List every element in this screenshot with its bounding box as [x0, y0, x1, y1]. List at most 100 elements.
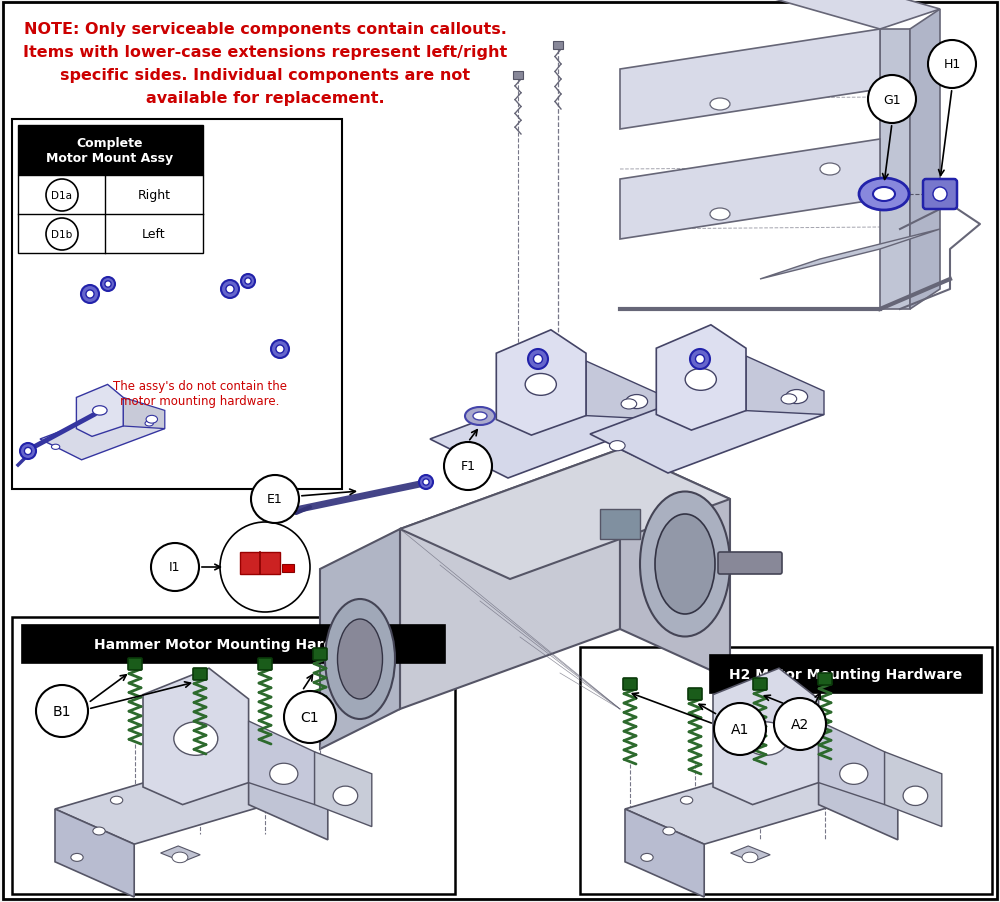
Circle shape: [226, 286, 234, 294]
Text: D1b: D1b: [51, 230, 73, 240]
FancyBboxPatch shape: [818, 673, 832, 686]
Ellipse shape: [145, 421, 153, 427]
Ellipse shape: [781, 394, 797, 404]
Circle shape: [690, 350, 710, 370]
Ellipse shape: [820, 164, 840, 176]
Text: Right: Right: [138, 189, 170, 202]
FancyBboxPatch shape: [513, 72, 523, 80]
Polygon shape: [746, 356, 824, 415]
Ellipse shape: [655, 514, 715, 614]
Ellipse shape: [626, 395, 648, 410]
Ellipse shape: [450, 446, 465, 456]
FancyBboxPatch shape: [923, 179, 957, 210]
Ellipse shape: [786, 390, 808, 404]
Circle shape: [271, 341, 289, 359]
Circle shape: [528, 350, 548, 370]
FancyBboxPatch shape: [282, 565, 294, 573]
Ellipse shape: [146, 416, 158, 424]
Circle shape: [241, 275, 255, 289]
Ellipse shape: [710, 99, 730, 111]
Circle shape: [933, 188, 947, 202]
Ellipse shape: [903, 787, 928, 805]
FancyBboxPatch shape: [753, 678, 767, 690]
Ellipse shape: [172, 852, 188, 862]
Polygon shape: [320, 529, 400, 750]
Polygon shape: [123, 398, 165, 429]
FancyBboxPatch shape: [128, 658, 142, 670]
Ellipse shape: [325, 599, 395, 719]
FancyBboxPatch shape: [18, 176, 203, 253]
Polygon shape: [40, 409, 165, 460]
Ellipse shape: [641, 853, 653, 861]
Circle shape: [101, 278, 115, 291]
FancyBboxPatch shape: [710, 655, 982, 694]
FancyBboxPatch shape: [600, 510, 640, 539]
Polygon shape: [910, 10, 940, 309]
Ellipse shape: [338, 620, 382, 699]
Polygon shape: [620, 30, 880, 130]
Ellipse shape: [680, 796, 693, 805]
FancyBboxPatch shape: [12, 120, 342, 490]
Ellipse shape: [465, 408, 495, 426]
Ellipse shape: [663, 827, 675, 835]
Polygon shape: [819, 722, 885, 805]
Circle shape: [245, 279, 251, 285]
Text: E1: E1: [267, 493, 283, 506]
Text: B1: B1: [53, 704, 71, 718]
Text: NOTE: Only serviceable components contain callouts.: NOTE: Only serviceable components contai…: [24, 22, 506, 37]
FancyBboxPatch shape: [553, 42, 563, 50]
FancyBboxPatch shape: [880, 30, 910, 309]
Polygon shape: [590, 376, 824, 474]
Polygon shape: [819, 752, 898, 840]
Text: specific sides. Individual components are not: specific sides. Individual components ar…: [60, 68, 470, 83]
FancyBboxPatch shape: [718, 552, 782, 575]
Circle shape: [105, 281, 111, 288]
Circle shape: [24, 448, 32, 456]
Polygon shape: [586, 362, 664, 420]
Polygon shape: [161, 846, 200, 861]
Circle shape: [81, 286, 99, 304]
Text: A1: A1: [731, 723, 749, 736]
FancyBboxPatch shape: [580, 648, 992, 894]
Ellipse shape: [859, 179, 909, 211]
Ellipse shape: [840, 763, 868, 785]
Ellipse shape: [744, 723, 788, 756]
Ellipse shape: [873, 188, 895, 202]
Circle shape: [696, 355, 704, 364]
Polygon shape: [55, 752, 328, 844]
FancyBboxPatch shape: [22, 625, 445, 663]
Circle shape: [928, 41, 976, 89]
Circle shape: [774, 698, 826, 750]
Ellipse shape: [621, 400, 637, 410]
Ellipse shape: [110, 796, 123, 805]
Text: H1: H1: [943, 59, 961, 71]
Text: Hammer Motor Mounting Hardware: Hammer Motor Mounting Hardware: [94, 638, 373, 651]
Polygon shape: [249, 752, 328, 840]
Circle shape: [444, 443, 492, 491]
Ellipse shape: [742, 852, 758, 862]
Ellipse shape: [473, 412, 487, 420]
Text: The assy's do not contain the
motor mounting hardware.: The assy's do not contain the motor moun…: [113, 380, 287, 408]
Text: F1: F1: [460, 460, 476, 473]
Circle shape: [276, 345, 284, 354]
Circle shape: [714, 704, 766, 755]
Circle shape: [419, 475, 433, 490]
Text: C1: C1: [301, 710, 319, 724]
Ellipse shape: [525, 374, 556, 396]
Ellipse shape: [270, 763, 298, 785]
Polygon shape: [400, 449, 730, 579]
Text: available for replacement.: available for replacement.: [146, 91, 384, 106]
Circle shape: [868, 76, 916, 124]
Circle shape: [86, 290, 94, 299]
FancyBboxPatch shape: [193, 668, 207, 680]
FancyBboxPatch shape: [12, 617, 455, 894]
Polygon shape: [143, 668, 249, 805]
Circle shape: [284, 691, 336, 743]
Text: Items with lower-case extensions represent left/right: Items with lower-case extensions represe…: [23, 45, 507, 60]
Polygon shape: [740, 0, 940, 30]
Ellipse shape: [333, 787, 358, 805]
FancyBboxPatch shape: [18, 126, 203, 176]
FancyBboxPatch shape: [313, 649, 327, 660]
Circle shape: [20, 444, 36, 459]
Polygon shape: [713, 668, 819, 805]
